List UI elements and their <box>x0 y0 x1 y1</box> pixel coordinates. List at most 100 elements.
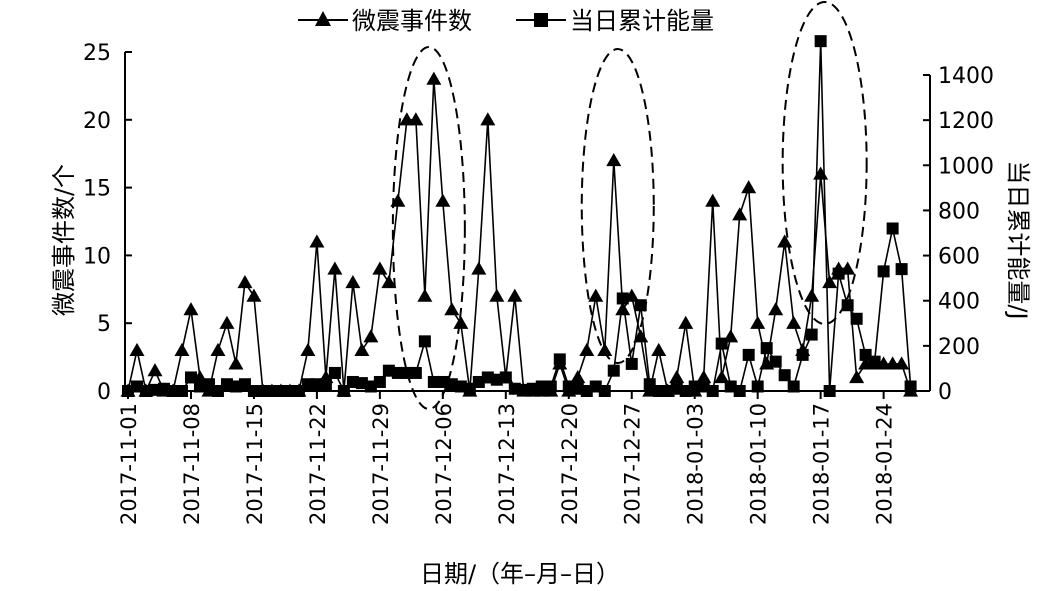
event-count-point <box>480 112 496 126</box>
energy-point <box>625 357 638 370</box>
event-count-point <box>786 315 802 329</box>
x-tick-label: 2017-12-06 <box>432 403 456 525</box>
energy-point <box>832 267 845 280</box>
event-count-point <box>363 329 379 343</box>
energy-point <box>868 355 881 368</box>
event-count-point <box>894 356 910 370</box>
event-count-point <box>813 166 829 180</box>
event-count-point <box>489 288 505 302</box>
event-count-point <box>453 315 469 329</box>
legend-square-marker <box>534 13 548 27</box>
x-tick-label: 2017-11-08 <box>180 403 204 525</box>
dashed-ellipse <box>781 1 868 325</box>
energy-point <box>184 371 197 384</box>
event-count-point <box>669 369 685 384</box>
event-count-point <box>174 342 190 356</box>
event-count-point <box>804 288 820 302</box>
y-tick-label-left: 5 <box>97 312 111 337</box>
y-tick-label-left: 10 <box>83 244 111 269</box>
energy-point <box>877 265 890 278</box>
dashed-ellipse <box>580 48 655 364</box>
event-count-point <box>615 302 631 316</box>
y-tick-label-left: 25 <box>83 41 111 66</box>
energy-point <box>418 335 431 348</box>
energy-point <box>787 380 800 393</box>
energy-point <box>553 353 566 366</box>
y-axis-title-left: 微震事件数/个 <box>50 164 78 316</box>
x-tick-label: 2017-12-27 <box>621 403 645 525</box>
x-tick-label: 2017-11-29 <box>369 403 393 525</box>
energy-point <box>499 371 512 384</box>
event-count-point <box>471 261 487 275</box>
energy-point <box>769 355 782 368</box>
y-tick-label-left: 0 <box>97 380 111 405</box>
event-count-point <box>408 112 424 126</box>
event-count-point <box>345 275 361 289</box>
event-count-point <box>732 207 748 221</box>
y-tick-label-right: 1200 <box>938 109 994 134</box>
event-count-point <box>237 275 253 289</box>
annotations <box>391 1 868 410</box>
axes: 0 5 10 15 20 25 0 200 400 600 800 1000 1200 1400 2017-… <box>83 41 994 525</box>
event-count-point <box>219 315 235 329</box>
event-count-point <box>705 193 721 207</box>
energy-point <box>715 337 728 350</box>
event-count-point <box>435 193 451 207</box>
x-tick-label: 2017-11-15 <box>243 403 267 525</box>
event-count-point <box>426 71 442 85</box>
event-count-point <box>183 302 199 316</box>
x-tick-label: 2018-01-03 <box>684 403 708 525</box>
event-count-point <box>327 261 343 275</box>
energy-point <box>319 378 332 391</box>
event-count-point <box>372 261 388 275</box>
event-count-point <box>354 342 370 356</box>
y-axis-title-right: 当日累计能量/J <box>1004 160 1032 319</box>
x-axis-title: 日期/（年–月–日） <box>420 560 620 588</box>
y-tick-label-left: 20 <box>83 109 111 134</box>
energy-point <box>850 312 863 325</box>
y-tick-label-right: 400 <box>938 290 980 315</box>
event-count-point <box>444 302 460 316</box>
energy-point <box>616 292 629 305</box>
energy-point <box>328 366 341 379</box>
energy-point <box>760 342 773 355</box>
event-count-point <box>390 193 406 207</box>
x-tick-label: 2018-01-10 <box>747 403 771 525</box>
event-count-point <box>777 234 793 248</box>
x-tick-label: 2017-11-22 <box>306 403 330 525</box>
event-count-point <box>147 363 163 377</box>
energy-point <box>895 263 908 276</box>
event-count-point <box>309 234 325 248</box>
event-count-point <box>714 369 730 384</box>
event-count-point <box>768 302 784 316</box>
y-tick-label-right: 1000 <box>938 154 994 179</box>
event-count-point <box>750 315 766 329</box>
event-count-point <box>507 288 523 302</box>
y-tick-label-right: 800 <box>938 199 980 224</box>
event-count-point <box>822 275 838 289</box>
energy-point <box>904 380 917 393</box>
y-tick-label-left: 15 <box>83 177 111 202</box>
legend-label-events: 微震事件数 <box>352 7 472 35</box>
series-layer <box>120 35 919 397</box>
series-line-events <box>127 79 912 394</box>
legend: 微震事件数 当日累计能量 <box>298 7 714 35</box>
event-count-point <box>588 288 604 302</box>
x-tick-label: 2017-12-13 <box>495 403 519 525</box>
y-tick-label-right: 0 <box>938 380 952 405</box>
event-count-point <box>300 342 316 356</box>
energy-point <box>742 348 755 361</box>
x-tick-label: 2018-01-17 <box>810 403 834 525</box>
event-count-point <box>696 369 712 384</box>
energy-point <box>607 364 620 377</box>
event-count-point <box>246 288 262 302</box>
y-tick-label-right: 200 <box>938 335 980 360</box>
energy-point <box>751 380 764 393</box>
x-tick-label: 2017-11-01 <box>117 403 141 525</box>
y-tick-label-right: 1400 <box>938 64 994 89</box>
event-count-point <box>606 152 622 167</box>
energy-point <box>409 366 422 379</box>
energy-point <box>373 375 386 388</box>
y-tick-label-right: 600 <box>938 245 980 270</box>
